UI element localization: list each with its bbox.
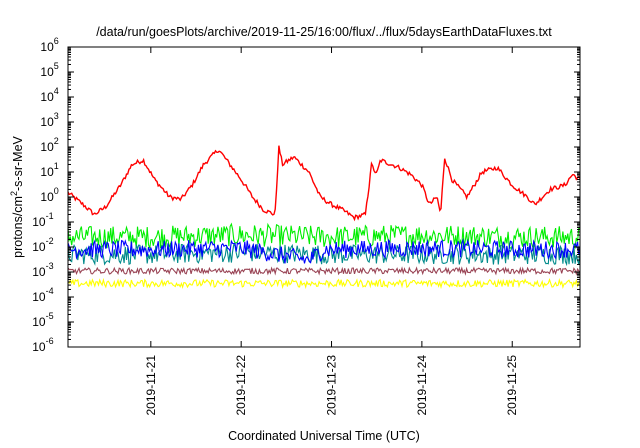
x-tick-label: 2019-11-25 (505, 355, 519, 416)
y-tick-label: 105 (40, 61, 58, 79)
series-line (68, 222, 580, 250)
series-layer (68, 145, 580, 290)
series-line (68, 145, 580, 222)
y-axis-label: protons/cm2-s-sr-MeV (9, 135, 25, 257)
x-tick-label: 2019-11-24 (415, 355, 429, 416)
y-tick-label: 10-3 (32, 261, 53, 279)
y-tick-label: 102 (40, 136, 58, 154)
y-tick-label: 10-2 (32, 236, 53, 254)
y-tick-label: 10-1 (32, 211, 53, 229)
y-tick-label: 10-6 (32, 336, 53, 354)
series-line (68, 277, 580, 290)
x-tick-label: 2019-11-21 (144, 355, 158, 416)
series-line (68, 242, 580, 267)
series-line (68, 238, 580, 264)
series-line (68, 266, 580, 276)
plot-frame (67, 46, 581, 348)
y-tick-label: 106 (40, 36, 58, 54)
y-tick-label: 103 (40, 111, 58, 129)
x-axis-label: Coordinated Universal Time (UTC) (228, 429, 420, 443)
chart-title: /data/run/goesPlots/archive/2019-11-25/1… (96, 25, 552, 39)
x-tick-label: 2019-11-22 (234, 355, 248, 416)
x-tick-label: 2019-11-23 (325, 355, 339, 416)
y-tick-label: 10-4 (32, 286, 53, 304)
y-tick-label: 10-5 (32, 311, 53, 329)
axes-layer: 10-6 10-5 10-4 10-3 10-2 10-1 100 101 102 103 104 1… (32, 36, 580, 416)
y-tick-label: 100 (40, 186, 58, 204)
y-tick-label: 104 (40, 86, 58, 104)
y-tick-label: 101 (40, 161, 58, 179)
